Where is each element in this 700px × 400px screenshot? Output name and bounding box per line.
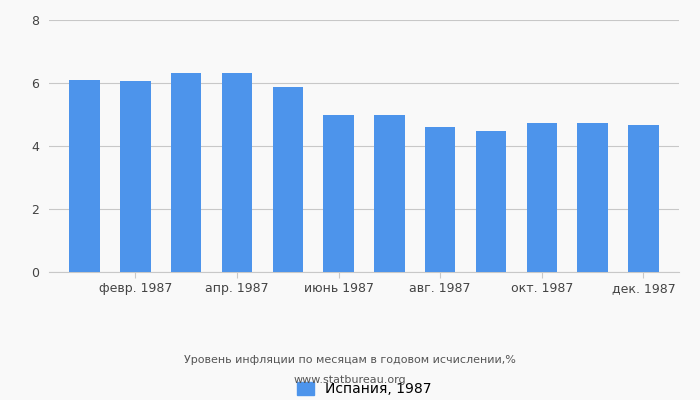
Legend: Испания, 1987: Испания, 1987 [297, 382, 431, 396]
Bar [374, 116, 405, 272]
Bar [323, 116, 354, 272]
Bar [222, 73, 252, 272]
Bar [526, 123, 557, 272]
Bar [578, 123, 608, 272]
Bar [171, 73, 202, 272]
Bar [272, 87, 303, 272]
Bar [120, 81, 150, 272]
Bar [69, 80, 100, 272]
Bar [628, 125, 659, 272]
Text: Уровень инфляции по месяцам в годовом исчислении,%: Уровень инфляции по месяцам в годовом ис… [184, 355, 516, 365]
Bar [476, 130, 506, 272]
Bar [425, 127, 456, 272]
Text: www.statbureau.org: www.statbureau.org [294, 375, 406, 385]
